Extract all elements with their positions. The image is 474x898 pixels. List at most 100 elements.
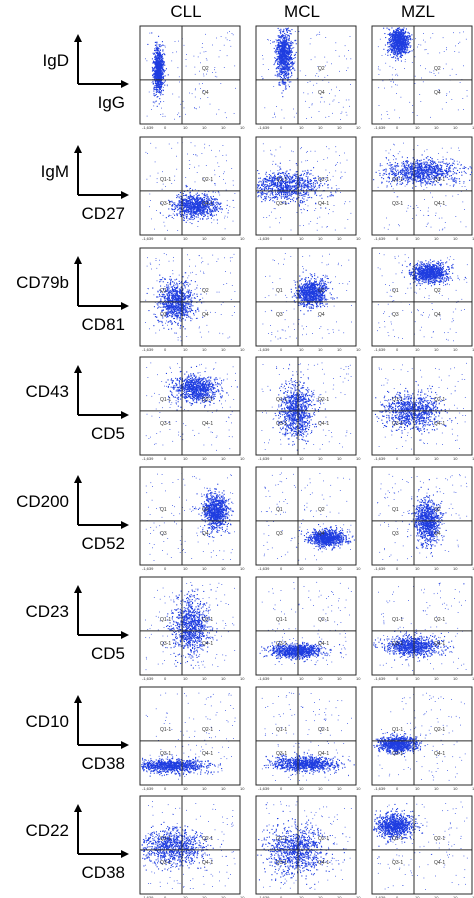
event-point [307,197,309,199]
event-point [225,182,226,184]
event-point [161,61,163,63]
event-point [156,75,158,77]
event-point [186,210,188,212]
event-point [278,56,280,58]
event-point [279,64,281,65]
event-point [269,184,271,186]
event-point [279,59,281,61]
event-point [398,46,400,48]
event-point [344,45,346,47]
event-point [156,73,158,75]
event-point [291,71,293,73]
event-point [179,210,181,212]
event-point [155,80,157,82]
event-point [293,68,295,70]
event-point [155,77,157,79]
event-point [325,65,326,67]
event-point [170,215,172,216]
event-point [205,195,207,197]
event-point [279,66,281,68]
event-point [215,206,217,208]
event-point [188,208,190,210]
event-point [398,40,400,42]
event-point [284,88,286,90]
event-point [279,39,281,41]
event-point [163,71,165,73]
event-point [284,48,286,50]
event-point [287,182,289,184]
quadrant-label: Q4 [202,90,209,96]
event-point [199,210,201,212]
event-point [306,193,308,195]
event-point [159,67,161,69]
event-point [164,69,166,71]
event-point [285,53,287,55]
event-point [295,182,297,184]
y-axis-arrow-head [74,145,82,153]
event-point [389,65,391,67]
event-point [260,195,262,197]
event-point [153,76,155,78]
event-point [204,193,206,195]
event-point [212,44,213,46]
event-point [401,42,403,44]
event-point [292,192,294,194]
event-point [281,184,283,186]
event-point [199,52,201,54]
event-point [185,211,187,213]
event-point [222,145,224,146]
event-point [153,61,155,63]
event-point [401,49,403,51]
event-point [198,194,200,196]
event-point [196,203,198,205]
event-point [277,44,279,46]
event-point [270,188,272,190]
event-point [279,84,281,86]
event-point [192,196,194,198]
event-point [277,61,279,63]
event-point [191,202,193,204]
event-point [154,88,156,90]
event-point [329,103,331,105]
event-point [284,57,286,59]
event-point [286,57,288,59]
event-point [289,30,291,32]
event-point [281,48,283,50]
event-point [403,38,405,40]
event-point [199,206,201,208]
event-point [196,211,198,213]
event-point [201,207,203,209]
event-point [180,204,182,206]
event-point [394,35,396,37]
event-point [398,42,400,44]
event-point [156,96,158,98]
event-point [214,209,216,211]
event-point [285,39,287,41]
event-point [396,41,398,43]
event-point [278,36,280,38]
event-point [276,198,278,200]
event-point [199,208,201,210]
event-point [290,45,292,47]
event-point [204,143,206,145]
event-point [282,72,284,74]
event-point [157,65,159,67]
event-point [210,213,212,215]
event-point [272,176,274,178]
event-point [398,39,400,41]
event-point [281,43,283,45]
event-point [156,55,158,57]
event-point [403,51,405,53]
event-point [160,202,162,204]
event-point [299,195,301,197]
event-point [295,174,297,176]
event-point [214,75,216,77]
event-point [158,52,160,54]
event-point [219,206,221,208]
event-point [151,109,152,110]
event-point [309,189,311,191]
event-point [157,64,159,66]
event-point [390,35,392,37]
event-point [305,100,306,102]
event-point [394,44,396,46]
